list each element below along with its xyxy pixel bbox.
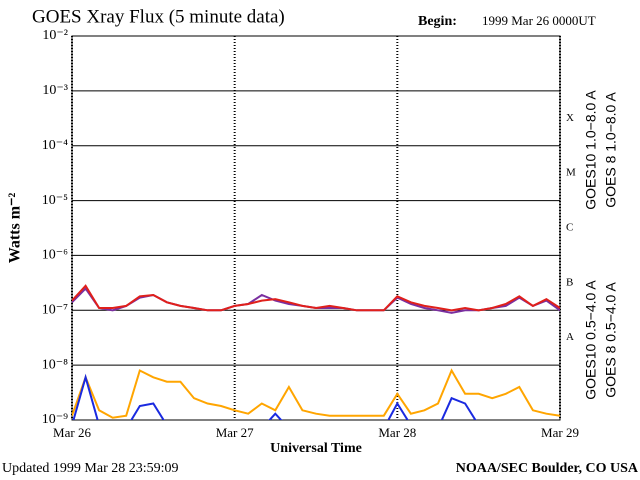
plot-area [72, 284, 560, 420]
legend-entry: GOES10 0.5−4.0 A [583, 280, 599, 400]
y-tick-label: 10⁻⁹ [42, 412, 68, 427]
flare-class: C [566, 222, 573, 234]
series-line [72, 373, 477, 420]
legend-entry: GOES 8 0.5−4.0 A [603, 282, 619, 398]
x-tick-label: Mar 26 [53, 425, 91, 440]
series-line [72, 284, 560, 312]
y-tick-label: 10⁻⁴ [42, 138, 68, 153]
begin-label: Begin: [418, 14, 457, 29]
x-tick-label: Mar 28 [378, 425, 416, 440]
chart-title: GOES Xray Flux (5 minute data) [32, 6, 285, 27]
flare-class: A [566, 331, 574, 343]
legend-entry: GOES 8 1.0−8.0 A [603, 92, 619, 208]
flare-class: X [566, 112, 574, 124]
credit-note: NOAA/SEC Boulder, CO USA [456, 461, 639, 476]
y-tick-label: 10⁻² [42, 28, 68, 43]
flare-class: M [566, 167, 576, 179]
y-tick-label: 10⁻⁶ [42, 248, 68, 263]
x-axis-label: Universal Time [270, 441, 362, 456]
plot-frame [71, 35, 561, 421]
begin-value: 1999 Mar 26 0000UT [482, 13, 596, 28]
updated-note: Updated 1999 Mar 28 23:59:09 [2, 461, 179, 476]
flare-class: B [566, 276, 573, 288]
legend-entry: GOES10 1.0−8.0 A [583, 90, 599, 210]
y-tick-label: 10⁻³ [42, 83, 68, 98]
y-tick-label: 10⁻⁵ [42, 193, 68, 208]
x-tick-label: Mar 29 [541, 425, 579, 440]
y-axis-label: Watts m⁻² [7, 193, 24, 264]
y-tick-label: 10⁻⁸ [42, 357, 68, 372]
series-line [72, 368, 560, 419]
y-tick-label: 10⁻⁷ [42, 303, 68, 318]
x-tick-label: Mar 27 [216, 425, 254, 440]
